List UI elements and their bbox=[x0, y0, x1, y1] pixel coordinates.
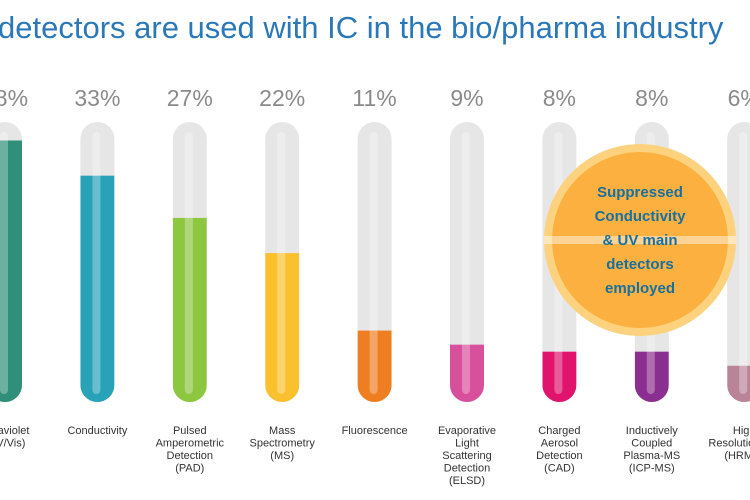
tube-fill bbox=[0, 140, 22, 402]
bar bbox=[80, 175, 115, 402]
category-label: (UV/Vis) bbox=[0, 437, 25, 449]
bar bbox=[450, 344, 484, 402]
bar bbox=[727, 365, 750, 402]
category-label: (CAD) bbox=[544, 462, 575, 474]
category-label: Resolution MS bbox=[708, 437, 750, 449]
bar bbox=[265, 253, 300, 402]
tube-highlight bbox=[0, 132, 8, 394]
tube-fill bbox=[265, 253, 300, 402]
category-label: Conductivity bbox=[67, 425, 127, 437]
annotation-line: employed bbox=[605, 280, 675, 297]
tube-highlight bbox=[277, 132, 286, 394]
category-label: High bbox=[733, 425, 750, 437]
tube-fill bbox=[450, 344, 484, 402]
tube-fill bbox=[80, 175, 115, 402]
tube-fill bbox=[542, 351, 577, 402]
tube-highlight bbox=[92, 132, 101, 394]
category-label: Coupled bbox=[631, 437, 672, 449]
tube-fill bbox=[727, 365, 750, 402]
tube-fill bbox=[172, 217, 207, 402]
value-label: 22% bbox=[259, 85, 305, 111]
category-label: Ultraviolet bbox=[0, 425, 29, 437]
chart-title: detectors are used with IC in the bio/ph… bbox=[0, 10, 724, 45]
category-label: Inductively bbox=[626, 425, 678, 437]
category-label: Pulsed bbox=[173, 425, 207, 437]
value-label: 8% bbox=[543, 85, 576, 111]
tube-fill bbox=[634, 351, 669, 402]
value-label: 27% bbox=[167, 85, 213, 111]
category-label: Evaporative bbox=[438, 425, 496, 437]
category-label: Fluorescence bbox=[342, 425, 408, 437]
value-label: 38% bbox=[0, 85, 28, 111]
annotation-line: detectors bbox=[606, 256, 674, 273]
category-label: Scattering bbox=[442, 450, 492, 462]
annotation-line: & UV main bbox=[602, 232, 677, 249]
value-label: 33% bbox=[74, 85, 120, 111]
category-label: Aerosol bbox=[541, 437, 578, 449]
badge-band bbox=[544, 236, 736, 244]
category-label: (ICP-MS) bbox=[629, 462, 675, 474]
bar bbox=[172, 217, 207, 402]
tube-highlight bbox=[462, 132, 470, 394]
category-label: Detection bbox=[444, 462, 490, 474]
category-label: Mass bbox=[269, 425, 296, 437]
category-label: Amperometric bbox=[156, 437, 225, 449]
bar bbox=[634, 351, 669, 402]
annotation-line: Conductivity bbox=[595, 208, 686, 225]
value-label: 8% bbox=[635, 85, 668, 111]
category-label: (ELSD) bbox=[449, 475, 485, 487]
category-label: Detection bbox=[536, 450, 582, 462]
value-label: 9% bbox=[450, 85, 483, 111]
category-label: Plasma-MS bbox=[623, 450, 680, 462]
category-label: Light bbox=[455, 437, 479, 449]
category-label: Spectrometry bbox=[249, 437, 315, 449]
annotation-line: Suppressed bbox=[597, 184, 683, 201]
badge bbox=[552, 152, 728, 328]
value-label: 6% bbox=[728, 85, 750, 111]
bar bbox=[0, 140, 22, 402]
bar bbox=[542, 351, 577, 402]
tube-highlight bbox=[184, 132, 193, 394]
tube-fill bbox=[357, 330, 392, 402]
tube bbox=[727, 122, 750, 402]
bar bbox=[357, 330, 392, 402]
category-label: (PAD) bbox=[175, 462, 204, 474]
category-label: Detection bbox=[167, 450, 213, 462]
tube-highlight bbox=[739, 132, 748, 394]
category-label: Charged bbox=[538, 425, 580, 437]
category-label: (MS) bbox=[270, 450, 294, 462]
value-label: 11% bbox=[352, 85, 396, 111]
tube-highlight bbox=[369, 132, 378, 394]
tube bbox=[450, 122, 484, 402]
